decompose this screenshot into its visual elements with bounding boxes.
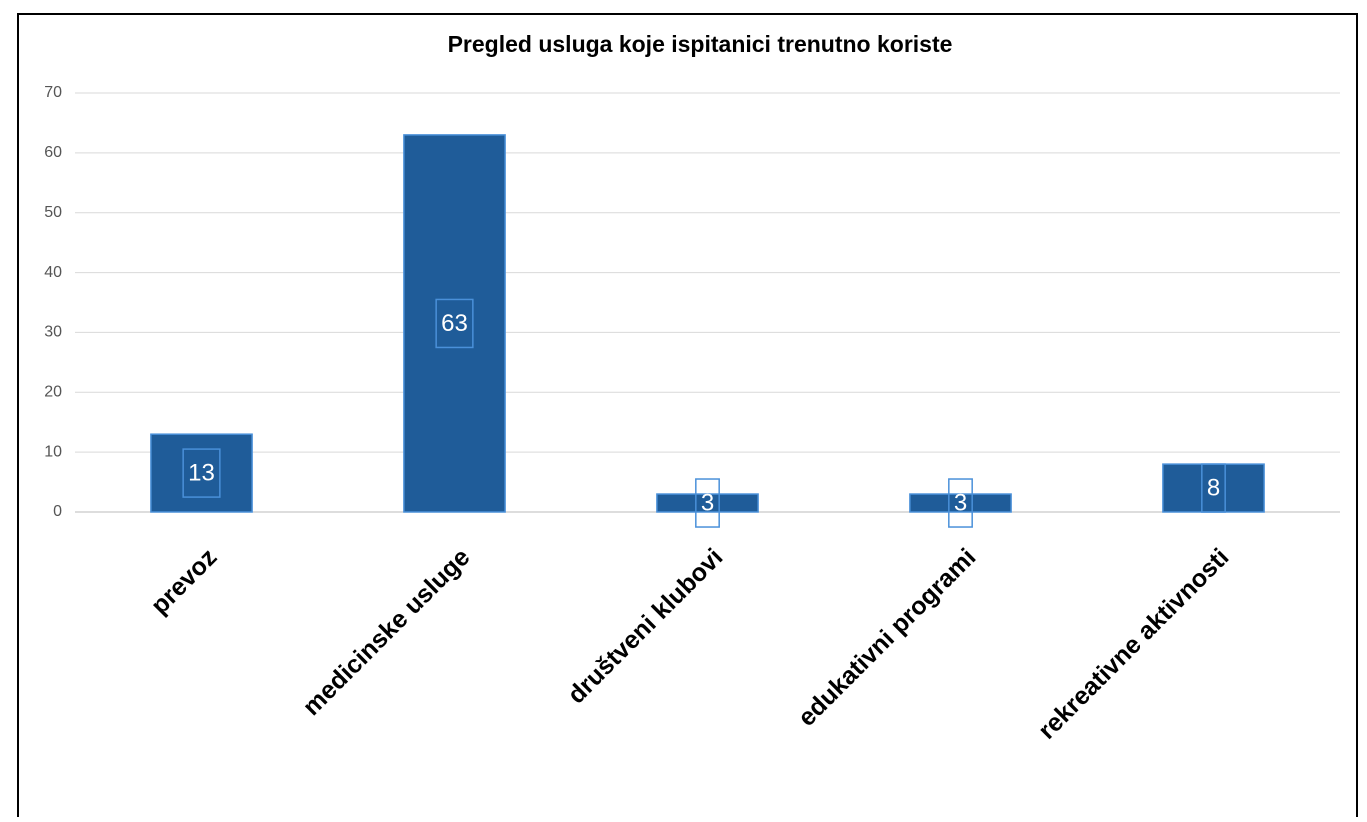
- data-label: 8: [1207, 474, 1220, 501]
- data-label: 13: [188, 459, 215, 486]
- y-tick-label: 0: [53, 503, 62, 520]
- y-tick-label: 70: [44, 84, 62, 101]
- data-label-box: [695, 478, 720, 528]
- y-tick-label: 20: [44, 384, 62, 401]
- bar: [909, 493, 1012, 513]
- data-label: 3: [954, 489, 967, 516]
- data-label-box: [1201, 463, 1226, 513]
- bar: [150, 433, 253, 513]
- chart-title: Pregled usluga koje ispitanici trenutno …: [448, 31, 953, 57]
- data-label: 63: [441, 310, 468, 337]
- y-tick-label: 60: [44, 144, 62, 161]
- chart-frame: [17, 13, 1358, 822]
- y-tick-label: 50: [44, 204, 62, 221]
- bar: [656, 493, 759, 513]
- data-label-box: [182, 448, 221, 498]
- data-label-box: [948, 478, 973, 528]
- y-tick-label: 30: [44, 324, 62, 341]
- bar: [403, 134, 506, 513]
- data-label: 3: [701, 489, 714, 516]
- y-tick-label: 10: [44, 443, 62, 460]
- data-label-box: [435, 298, 474, 349]
- y-tick-label: 40: [44, 264, 62, 281]
